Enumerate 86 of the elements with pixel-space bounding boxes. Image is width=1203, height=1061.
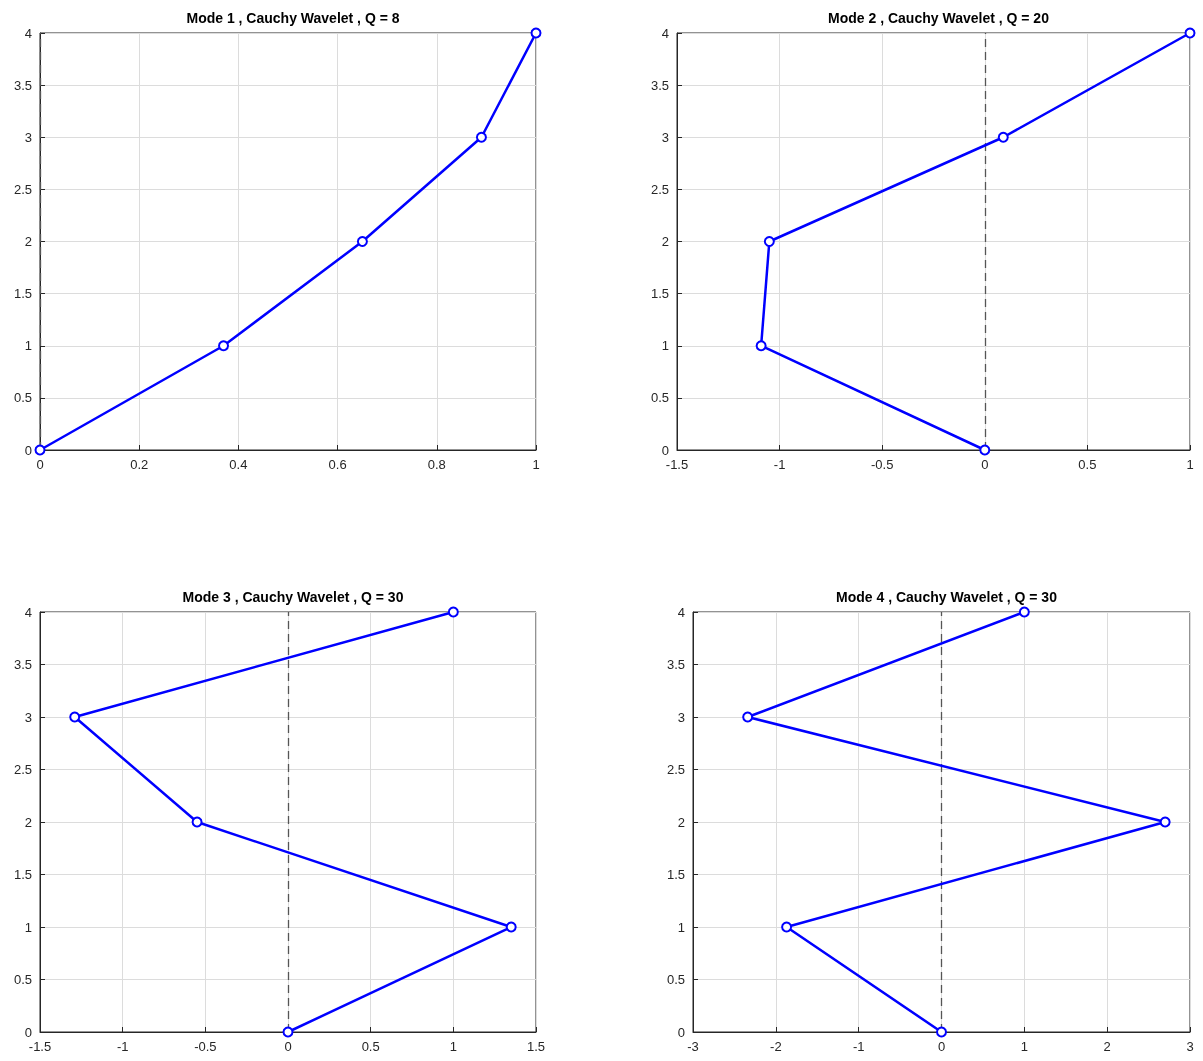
point <box>505 921 517 933</box>
y-tick-label: 1.5 <box>650 286 669 302</box>
chart-title: Mode 3 , Cauchy Wavelet , Q = 30 <box>182 589 404 605</box>
point <box>1018 606 1030 618</box>
y-tick-label: 1.5 <box>13 867 32 882</box>
point <box>742 711 754 723</box>
point <box>69 711 81 723</box>
y-tick-label: 1.5 <box>666 867 685 882</box>
y-tick-label: 1 <box>661 338 669 354</box>
y-tick-label: 0 <box>24 1024 32 1040</box>
y-tick-label: 2 <box>24 234 32 249</box>
x-tick-label: 0.5 <box>1078 457 1097 472</box>
y-tick-label: 2.5 <box>13 181 32 197</box>
x-tick-label: -3 <box>687 1039 699 1054</box>
point <box>282 1026 294 1038</box>
y-tick-label: 1.5 <box>13 286 32 302</box>
x-tick-label: 1 <box>1186 457 1194 472</box>
y-tick-label: 0 <box>661 442 669 458</box>
point <box>755 340 767 352</box>
x-tick-label: 0 <box>981 457 989 472</box>
y-tick-label: 4 <box>24 604 32 620</box>
y-tick-label: 3.5 <box>13 657 32 672</box>
x-tick-label: 3 <box>1186 1039 1194 1054</box>
x-tick-label: 0.6 <box>328 457 347 472</box>
y-tick-label: 3.5 <box>13 77 32 93</box>
y-tick-label: 1 <box>24 919 32 935</box>
x-tick-label: 0.5 <box>361 1039 380 1054</box>
chart-title: Mode 4 , Cauchy Wavelet , Q = 30 <box>836 589 1058 605</box>
x-tick-label: 0.8 <box>427 457 446 472</box>
x-tick-label: 1 <box>1020 1039 1028 1054</box>
point <box>475 131 487 143</box>
y-tick-label: 3.5 <box>650 77 669 93</box>
x-tick-label: -0.5 <box>194 1039 217 1054</box>
x-tick-label: 0.4 <box>229 457 248 472</box>
y-tick-label: 2.5 <box>13 762 32 777</box>
y-tick-label: 2 <box>24 814 32 830</box>
chart-title: Mode 1 , Cauchy Wavelet , Q = 8 <box>186 10 400 26</box>
x-tick-label: 1 <box>532 457 540 472</box>
y-tick-label: 0.5 <box>13 972 32 987</box>
x-tick-label: -1.5 <box>28 1039 52 1054</box>
y-tick-label: 1 <box>677 919 685 935</box>
x-tick-label: -1 <box>773 457 786 472</box>
x-tick-label: -1.5 <box>665 457 689 472</box>
x-tick-label: 2 <box>1103 1039 1111 1054</box>
y-tick-label: 3 <box>24 129 32 145</box>
point <box>191 816 203 828</box>
point <box>763 236 775 247</box>
point <box>936 1026 947 1038</box>
y-tick-label: 0.5 <box>666 972 685 987</box>
y-tick-label: 3 <box>677 709 685 725</box>
point <box>979 444 991 456</box>
point <box>997 131 1009 143</box>
x-tick-label: 0.2 <box>130 457 149 472</box>
point <box>447 606 459 618</box>
y-tick-label: 2.5 <box>650 181 669 197</box>
point <box>1184 27 1196 39</box>
x-tick-label: 1.5 <box>526 1039 546 1054</box>
point <box>781 921 793 933</box>
x-tick-label: 0 <box>937 1039 946 1054</box>
y-tick-label: 2 <box>677 814 685 830</box>
x-tick-label: 0 <box>284 1039 292 1054</box>
y-tick-label: 0 <box>677 1024 685 1040</box>
y-tick-label: 2 <box>661 234 669 249</box>
y-tick-label: 3.5 <box>666 657 685 672</box>
point <box>530 27 542 39</box>
y-tick-label: 4 <box>677 604 685 620</box>
x-tick-label: -1 <box>852 1039 865 1054</box>
y-tick-label: 0 <box>24 442 32 458</box>
y-tick-label: 4 <box>24 25 32 41</box>
point <box>1159 816 1171 828</box>
y-tick-label: 2.5 <box>666 762 685 777</box>
y-tick-label: 3 <box>24 709 32 725</box>
chart-title: Mode 2 , Cauchy Wavelet , Q = 20 <box>828 10 1050 26</box>
x-tick-label: -1 <box>116 1039 129 1054</box>
y-tick-label: 4 <box>661 25 669 41</box>
y-tick-label: 3 <box>661 129 669 145</box>
y-tick-label: 0.5 <box>13 390 32 406</box>
point <box>356 236 368 247</box>
x-tick-label: -0.5 <box>871 457 894 472</box>
x-tick-label: -2 <box>770 1039 782 1054</box>
point <box>34 444 46 456</box>
point <box>218 340 230 352</box>
x-tick-label: 1 <box>449 1039 457 1054</box>
y-tick-label: 0.5 <box>650 390 669 406</box>
x-tick-label: 0 <box>36 457 44 472</box>
y-tick-label: 1 <box>24 338 32 354</box>
